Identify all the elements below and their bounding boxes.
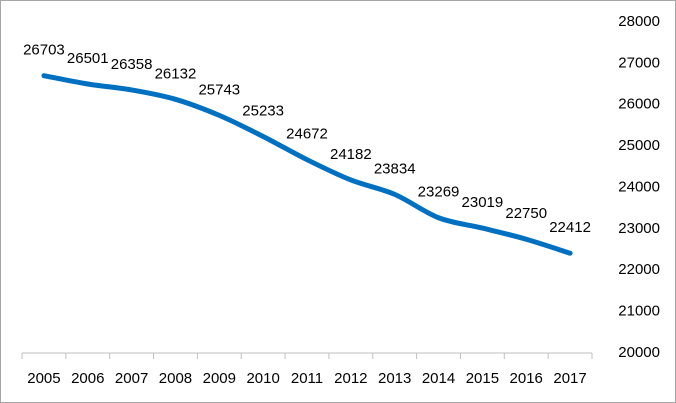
x-tick-label: 2012 — [334, 370, 367, 387]
x-tick-label: 2016 — [510, 370, 543, 387]
data-label: 26132 — [155, 65, 197, 82]
y-tick-label: 27000 — [618, 54, 660, 71]
y-tick-label: 23000 — [618, 220, 660, 237]
x-tick-label: 2007 — [115, 370, 148, 387]
line — [41, 73, 573, 256]
y-tick-label: 26000 — [618, 96, 660, 113]
data-label: 24672 — [286, 126, 328, 143]
x-tick-label: 2010 — [246, 370, 279, 387]
data-label: 23019 — [462, 194, 504, 211]
x-tick-label: 2015 — [466, 370, 499, 387]
data-label: 26358 — [111, 56, 153, 73]
data-label: 25743 — [198, 81, 240, 98]
y-tick-label: 28000 — [618, 13, 660, 30]
data-label: 26703 — [23, 42, 65, 59]
y-tick-label: 22000 — [618, 261, 660, 278]
x-tick-label: 2017 — [553, 370, 586, 387]
x-tick-label: 2013 — [378, 370, 411, 387]
data-label: 22412 — [549, 219, 591, 236]
x-tick-label: 2005 — [27, 370, 60, 387]
y-tick-label: 24000 — [618, 178, 660, 195]
data-label: 23269 — [418, 184, 460, 201]
x-tick-label: 2014 — [422, 370, 455, 387]
data-label: 22750 — [505, 205, 547, 222]
y-tick-label: 21000 — [618, 303, 660, 320]
x-tick-label: 2011 — [291, 370, 323, 387]
x-tick-label: 2006 — [71, 370, 104, 387]
x-tick-label: 2008 — [159, 370, 192, 387]
x-tick-label: 2009 — [203, 370, 236, 387]
data-label: 26501 — [67, 50, 109, 67]
y-tick-label: 25000 — [618, 137, 660, 154]
data-label: 24182 — [330, 146, 372, 163]
y-tick-label: 20000 — [618, 344, 660, 361]
data-label: 25233 — [242, 102, 284, 119]
data-label: 23834 — [374, 160, 416, 177]
